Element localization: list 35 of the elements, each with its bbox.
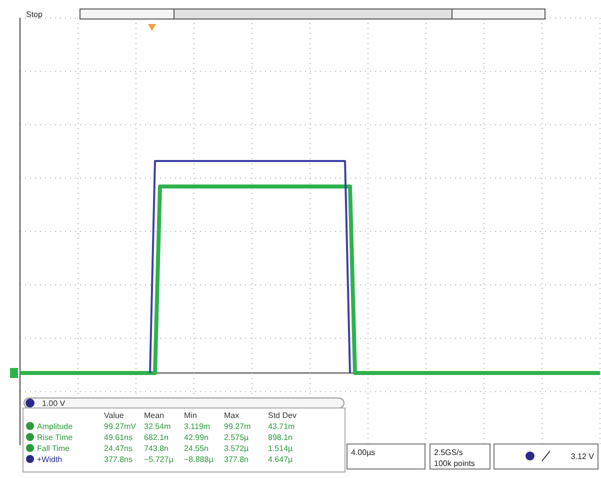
text: +Width — [37, 455, 62, 464]
text: 24.55n — [184, 444, 208, 453]
text: 377.8n — [224, 455, 248, 464]
text: Std Dev — [268, 411, 296, 420]
text: 32.54m — [144, 422, 172, 431]
text: −5.727µ — [144, 455, 174, 464]
text: 3.119m — [184, 422, 210, 431]
text: 1.00 V — [42, 399, 66, 408]
text: Min — [184, 411, 197, 420]
text: Amplitude — [37, 422, 74, 431]
text: −8.888µ — [184, 455, 214, 464]
text: Fall Time — [37, 444, 70, 453]
text: 743.8n — [144, 444, 168, 453]
text: 1.514µ — [268, 444, 294, 453]
text: 24.47ns — [104, 444, 132, 453]
text: 377.8ns — [104, 455, 132, 464]
text: 4.647µ — [268, 455, 294, 464]
text: Max — [224, 411, 240, 420]
text: 3.572µ — [224, 444, 250, 453]
text: 2.575µ — [224, 433, 250, 442]
text: 4.00µs — [351, 448, 376, 457]
text: 49.61ns — [104, 433, 132, 442]
text: 2.5GS/s — [434, 448, 463, 457]
text: 3.12 V — [570, 452, 595, 461]
text: 100k points — [434, 459, 475, 468]
text: Value — [104, 411, 124, 420]
text: 682.1n — [144, 433, 168, 442]
text: 43.71m — [268, 422, 296, 431]
text: Mean — [144, 411, 164, 420]
text: 898.1n — [268, 433, 292, 442]
text: Stop — [26, 10, 44, 19]
text: 99.27mV — [104, 422, 137, 431]
text: 42.99n — [184, 433, 208, 442]
text: Rise Time — [37, 433, 74, 442]
text: 99.27m — [224, 422, 252, 431]
